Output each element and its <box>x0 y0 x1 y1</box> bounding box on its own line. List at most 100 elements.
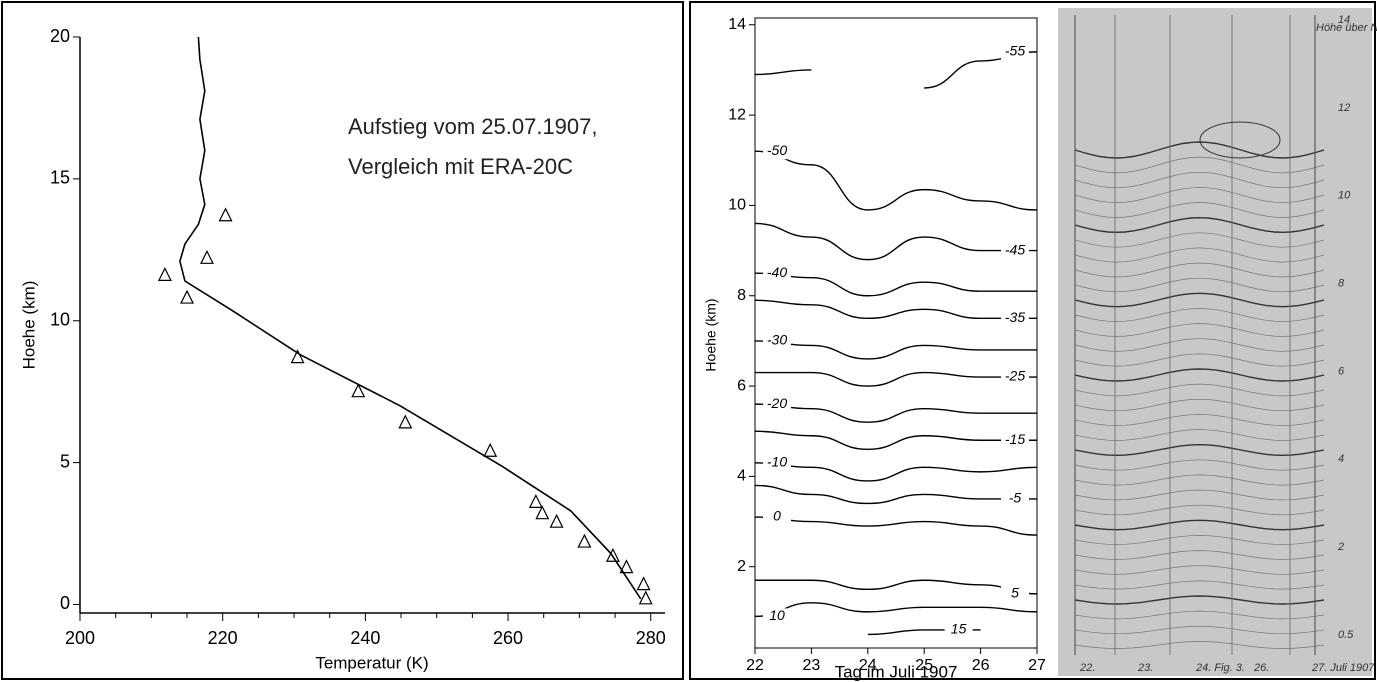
scan-line <box>1074 292 1325 308</box>
y-tick-label: 14 <box>728 16 746 33</box>
scan-line <box>1074 171 1325 189</box>
contour-line <box>754 222 1037 261</box>
scan-line <box>1074 550 1325 560</box>
contour-label-bg <box>763 509 791 526</box>
y-tick-label: 20 <box>50 26 70 46</box>
scan-line <box>1074 383 1325 397</box>
scan-y-label: 10 <box>1338 190 1351 202</box>
scan-line <box>1074 308 1325 322</box>
scan-line <box>1074 535 1325 545</box>
scan-line <box>1074 459 1325 471</box>
triangle-marker <box>218 207 233 222</box>
contour-label-bg <box>1001 242 1029 259</box>
y-tick-label: 8 <box>737 287 746 304</box>
x-tick-label: 220 <box>208 628 238 648</box>
triangle-marker <box>636 576 651 591</box>
scan-line <box>1074 398 1325 412</box>
triangle-marker <box>577 533 592 548</box>
y-tick-label: 2 <box>737 558 746 575</box>
contour-line <box>754 516 1038 536</box>
triangle-marker <box>535 505 550 520</box>
contour-label-bg <box>763 608 791 625</box>
triangle-marker <box>180 289 194 304</box>
scan-line <box>1074 247 1325 263</box>
contour-label: -35 <box>1005 309 1025 325</box>
contour-label: -55 <box>1005 43 1025 59</box>
x-tick-label: 27 <box>1028 657 1046 674</box>
scan-x-label: 26. <box>1253 662 1269 674</box>
scan-line <box>1074 156 1325 174</box>
contour-label-bg <box>763 265 791 282</box>
y-tick-label: 6 <box>737 377 746 394</box>
scan-line <box>1074 232 1325 248</box>
y-tick-label: 4 <box>737 468 746 485</box>
scan-x-label: 23. <box>1137 662 1153 674</box>
scan-line <box>1074 216 1325 234</box>
contour-label: -45 <box>1005 241 1025 257</box>
scan-y-label: 8 <box>1338 277 1345 289</box>
scan-axis-title: Höhe über NN [km] <box>1316 22 1377 34</box>
contour-label-bg <box>1001 310 1029 327</box>
triangle-marker <box>638 590 653 605</box>
scan-line <box>1199 121 1281 159</box>
triangle-marker <box>398 414 413 429</box>
scan-line <box>1074 565 1325 575</box>
contour-label-bg <box>763 454 791 471</box>
contour-label: -5 <box>1009 490 1022 506</box>
scan-x-label: 27. Juli 1907 <box>1311 662 1375 674</box>
contour-label-bg <box>1001 369 1029 386</box>
triangle-marker <box>619 559 634 574</box>
contour-label: -30 <box>767 332 787 348</box>
scan-y-label: 6 <box>1338 365 1345 377</box>
scan-line <box>1074 262 1325 278</box>
contour-label-bg <box>944 621 973 638</box>
contour-line <box>754 430 1037 450</box>
contour-line <box>754 484 1037 505</box>
contour-line <box>754 602 1038 618</box>
y-tick-label: 0 <box>60 593 70 613</box>
x-tick-label: 23 <box>803 657 821 674</box>
triangle-marker <box>605 547 620 562</box>
contour-line <box>755 371 1037 387</box>
contour-label: -25 <box>1005 368 1025 384</box>
contour-label: 15 <box>951 621 967 637</box>
contour-label-bg <box>1001 432 1029 449</box>
triangle-marker <box>157 267 172 281</box>
scan-line <box>1074 338 1325 352</box>
contour-line <box>754 403 1037 423</box>
scan-line <box>1074 323 1325 337</box>
contour-line <box>754 150 1038 211</box>
contour-label-bg <box>763 396 791 413</box>
contour-label: 0 <box>773 508 781 524</box>
x-tick-label: 260 <box>493 628 523 648</box>
scan-y-label: 2 <box>1337 541 1344 553</box>
scan-line <box>1074 368 1325 382</box>
contour-label: 5 <box>1011 585 1019 601</box>
scan-line <box>1074 610 1325 620</box>
contour-line <box>754 462 1038 482</box>
y-tick-label: 15 <box>50 168 70 188</box>
scan-line <box>1074 187 1325 203</box>
x-tick-label: 25 <box>915 657 933 674</box>
scan-line <box>1074 202 1325 218</box>
scan-y-label: 14 <box>1338 14 1350 26</box>
scan-line <box>1074 625 1325 635</box>
scan-line <box>1074 595 1325 605</box>
annotation: Vergleich mit ERA-20C <box>348 154 573 179</box>
scan-line <box>1074 519 1325 531</box>
scan-background <box>1058 8 1372 676</box>
scan-line <box>1074 429 1325 441</box>
x-tick-label: 240 <box>350 628 380 648</box>
y-tick-label: 10 <box>728 197 746 214</box>
x-tick-label: 280 <box>636 628 666 648</box>
y-tick-label: 12 <box>728 106 746 123</box>
contour-label-bg <box>1001 43 1029 60</box>
y-tick-label: 5 <box>60 451 70 471</box>
contour-label: -50 <box>767 142 787 158</box>
triangle-marker <box>351 383 366 398</box>
contour-line <box>754 272 1037 297</box>
scan-line <box>1074 474 1325 486</box>
triangle-marker <box>549 513 564 528</box>
scan-y-label: 0.5 <box>1338 629 1354 641</box>
